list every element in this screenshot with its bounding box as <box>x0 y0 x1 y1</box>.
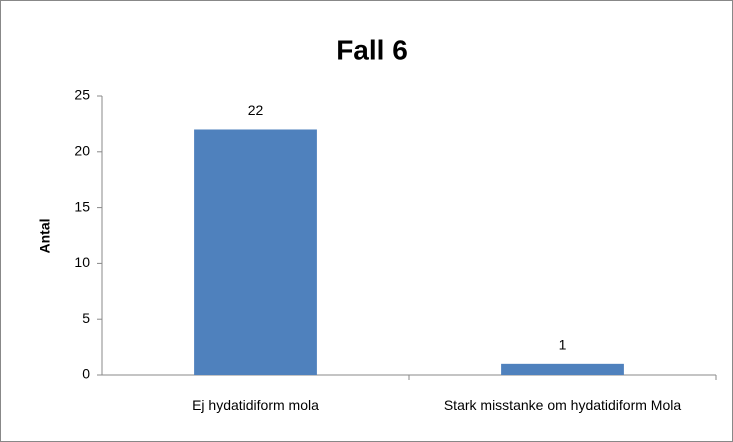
y-tick-label: 15 <box>74 198 90 214</box>
y-tick-label: 25 <box>74 87 90 103</box>
data-label: 22 <box>248 102 264 118</box>
bar <box>501 363 624 375</box>
y-axis-label: Antal <box>37 219 53 254</box>
x-tick-label: Ej hydatidiform mola <box>192 397 319 413</box>
y-tick-label: 5 <box>82 310 90 326</box>
y-tick-label: 0 <box>82 366 90 382</box>
bar <box>194 129 317 375</box>
y-tick-label: 10 <box>74 254 90 270</box>
x-tick-label: Stark misstanke om hydatidiform Mola <box>443 397 682 413</box>
data-label: 1 <box>559 337 567 353</box>
y-tick-label: 20 <box>74 143 90 159</box>
chart-title: Fall 6 <box>336 34 408 65</box>
